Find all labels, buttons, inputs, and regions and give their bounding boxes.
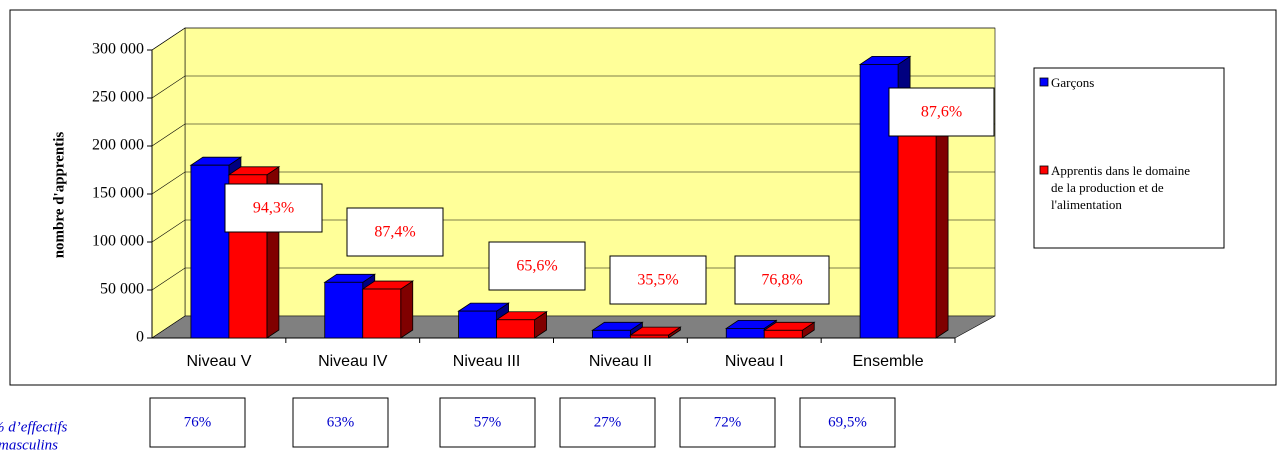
y-tick-label: 0 (136, 329, 144, 346)
bar (496, 319, 535, 339)
bottom-box (559, 397, 656, 448)
annotation: 87,4% (374, 224, 415, 241)
bar-side (400, 280, 414, 339)
grid-line (151, 219, 995, 243)
bar (458, 310, 497, 339)
bar (725, 327, 765, 339)
bar (592, 329, 631, 339)
x-tick-label: Niveau V (186, 353, 251, 370)
annotation-box (734, 255, 830, 305)
y-tick-label: 200 000 (92, 137, 144, 154)
y-tick-label: 150 000 (92, 185, 144, 202)
bottom-box (292, 397, 389, 448)
bottom-label: 69,5% (828, 414, 867, 430)
x-tick-label: Ensemble (853, 353, 924, 370)
bar (324, 281, 364, 339)
y-tick-label: 50 000 (100, 281, 144, 298)
bottom-caption: % d’effectifs (0, 419, 68, 435)
bottom-label: 76% (184, 414, 212, 430)
annotation: 76,8% (761, 272, 802, 289)
y-tick-label: 300 000 (92, 41, 144, 58)
bottom-box (439, 397, 536, 448)
x-tick-label: Niveau II (589, 353, 652, 370)
legend-swatch (1039, 165, 1049, 175)
bar (362, 288, 402, 339)
x-tick-label: Niveau III (453, 353, 521, 370)
y-tick-label: 250 000 (92, 89, 144, 106)
grid-line (151, 171, 995, 195)
bottom-label: 72% (714, 414, 742, 430)
annotation: 94,3% (253, 200, 294, 217)
bottom-label: 27% (594, 414, 622, 430)
bar (763, 329, 803, 339)
bar (190, 164, 230, 339)
bottom-box (799, 397, 896, 448)
bottom-label: 57% (474, 414, 502, 430)
legend-box (1033, 67, 1225, 249)
y-axis-label: nombre d'apprentis (51, 132, 67, 259)
annotation-box (346, 207, 444, 257)
legend-swatch (1039, 77, 1049, 87)
annotation: 87,6% (921, 104, 962, 121)
annotation-box (488, 241, 586, 291)
grid-line (151, 75, 995, 99)
bottom-box (149, 397, 246, 448)
bottom-label: 63% (327, 414, 355, 430)
annotation-box (888, 87, 995, 137)
bottom-caption: masculins (0, 437, 58, 453)
annotation: 65,6% (516, 258, 557, 275)
annotation-box (224, 183, 323, 233)
annotation: 35,5% (637, 272, 678, 289)
x-tick-label: Niveau IV (318, 353, 388, 370)
bottom-box (679, 397, 776, 448)
bar (630, 334, 669, 339)
grid-line (151, 267, 995, 291)
grid-line (151, 27, 995, 51)
legend-label: Apprentis dans le domaine de la producti… (1051, 163, 1190, 212)
y-tick-label: 100 000 (92, 233, 144, 250)
grid-line (151, 123, 995, 147)
x-tick-label: Niveau I (725, 353, 784, 370)
annotation-box (609, 255, 707, 305)
legend-label: Garçons (1051, 75, 1095, 90)
